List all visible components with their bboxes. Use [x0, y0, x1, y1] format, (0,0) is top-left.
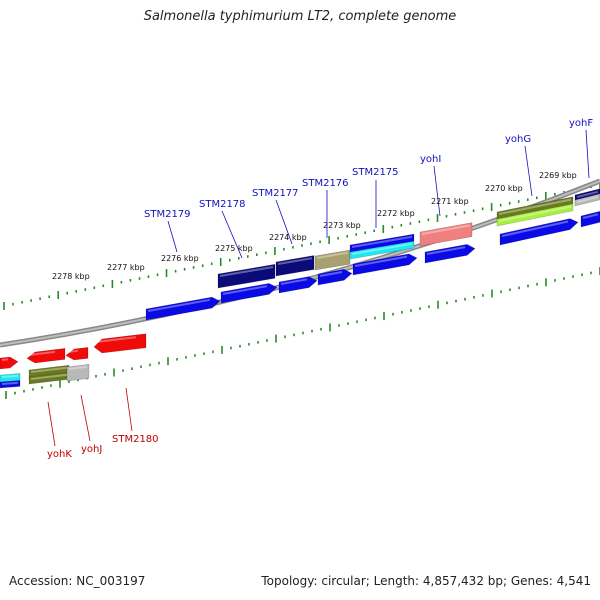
- genome-summary-text: Topology: circular; Length: 4,857,432 bp…: [261, 574, 591, 588]
- gene-label-yohk: yohK: [47, 449, 72, 460]
- kbp-label-2273: 2273 kbp: [323, 221, 361, 230]
- feature-yohk-bar-top-shine: [30, 366, 68, 373]
- gene-stm2178-arrow: [220, 283, 278, 304]
- kbp-label-2277: 2277 kbp: [107, 263, 145, 272]
- kbp-label-2272: 2272 kbp: [377, 209, 415, 218]
- top-leader-line: [167, 220, 178, 253]
- feature-yohf-bar-bottom: [574, 193, 600, 207]
- top-leader-line: [585, 129, 590, 179]
- feature-yohg-bar-top: [496, 196, 574, 221]
- gene-yohj-arrow-shine: [67, 349, 79, 353]
- feature-edge-bar: [0, 373, 21, 384]
- inner-tick-ring: [5, 267, 600, 399]
- outer-tick-ring: [3, 181, 600, 310]
- gene-stm2178-arrow-shine: [222, 285, 268, 295]
- gene-label-yohf: yohF: [569, 118, 593, 129]
- feature-stm2175-bar-top: [349, 233, 415, 254]
- gene-stm2175-arrow: [352, 253, 418, 276]
- gene-label-stm2179: STM2179: [144, 209, 191, 220]
- feature-stm2176-bar: [314, 249, 351, 271]
- gene-label-stm2176: STM2176: [302, 178, 349, 189]
- feature-yohf-bar-top-shine: [576, 190, 599, 198]
- feature-stm2178-bar-shine: [219, 266, 274, 277]
- kbp-label-2271: 2271 kbp: [431, 197, 469, 206]
- feature-stm2175-bar-bottom: [349, 240, 415, 260]
- feature-yohj-bar-shine: [68, 365, 88, 370]
- label-leader-lines: [47, 129, 590, 447]
- feature-yohg-bar-bottom: [496, 203, 574, 227]
- gene-label-yohg: yohG: [505, 134, 531, 145]
- gene-label-stm2178: STM2178: [199, 199, 246, 210]
- bottom-leader-line: [80, 394, 91, 442]
- feature-edge-bar-lower-shine: [1, 381, 19, 385]
- feature-yohg-bar-top-shine: [498, 198, 572, 215]
- feature-yohg-bar-bottom-shine: [498, 205, 572, 222]
- top-leader-line: [221, 210, 243, 259]
- gene-label-yohi: yohI: [420, 154, 441, 165]
- feature-stm2178-bar: [217, 263, 276, 289]
- feature-stm2176-bar-shine: [316, 251, 349, 259]
- feature-stm2177-bar: [275, 255, 315, 277]
- gene-yohg-arrow: [499, 218, 579, 246]
- gene-yohj-arrow: [65, 347, 89, 361]
- gene-yohk-edge-arrow: [0, 356, 19, 370]
- gene-yohk-edge-arrow-shine: [1, 358, 9, 361]
- gene-label-stm2175: STM2175: [352, 167, 399, 178]
- feature-yohj-bar: [66, 364, 90, 382]
- gene-yohf-arrow-shine: [582, 213, 599, 219]
- gene-stm2179-arrow-shine: [147, 298, 211, 312]
- feature-yohk-bar-bottom-shine: [30, 373, 68, 380]
- top-gene-labels: STM2179 STM2178 STM2177 STM2176 STM2175 …: [144, 118, 593, 220]
- feature-yohi-bar-shine: [421, 224, 471, 235]
- gene-features: [0, 188, 600, 389]
- gene-stm2175-arrow-shine: [354, 255, 408, 267]
- feature-yohi-bar: [419, 222, 473, 247]
- gene-label-stm2177: STM2177: [252, 188, 299, 199]
- feature-yohf-bar-bottom-shine: [576, 195, 599, 203]
- gene-yohi-arrow: [424, 244, 476, 264]
- gene-yohi-arrow-shine: [426, 246, 466, 255]
- kbp-label-2274: 2274 kbp: [269, 233, 307, 242]
- bottom-leader-line: [47, 401, 56, 447]
- gene-stm2176-arrow: [317, 268, 353, 286]
- gene-stm2176-arrow-shine: [319, 271, 343, 277]
- gene-stm2177-arrow: [278, 276, 318, 294]
- feature-edge-bar-shine: [1, 374, 19, 378]
- gene-yohk-arrow: [26, 348, 66, 364]
- gene-label-stm2180: STM2180: [112, 434, 159, 445]
- feature-stm2177-bar-shine: [277, 257, 313, 265]
- gene-stm2180-arrow: [93, 333, 147, 354]
- gene-label-yohj: yohJ: [81, 444, 102, 455]
- gene-yohf-arrow: [580, 210, 600, 228]
- kbp-label-2270: 2270 kbp: [485, 184, 523, 193]
- kbp-label-2269: 2269 kbp: [539, 171, 577, 180]
- gene-yohk-arrow-shine: [28, 350, 56, 356]
- feature-stm2175-bar-top-shine: [351, 235, 413, 248]
- top-leader-line: [433, 165, 441, 217]
- feature-stm2175-bar-bottom-shine: [351, 242, 413, 255]
- gene-yohg-arrow-shine: [501, 220, 569, 237]
- map-title: Salmonella typhimurium LT2, complete gen…: [143, 9, 457, 24]
- accession-text: Accession: NC_003197: [9, 574, 146, 588]
- top-leader-line: [275, 199, 293, 245]
- kbp-label-2275: 2275 kbp: [215, 244, 253, 253]
- bottom-leader-line: [125, 387, 133, 432]
- top-leader-line: [524, 145, 533, 197]
- kbp-label-2276: 2276 kbp: [161, 254, 199, 263]
- kbp-labels: 2278 kbp 2277 kbp 2276 kbp 2275 kbp 2274…: [52, 171, 577, 281]
- gene-stm2179-arrow: [145, 296, 221, 321]
- gene-stm2180-arrow-shine: [95, 336, 137, 343]
- feature-edge-bar-lower: [0, 380, 21, 389]
- gene-stm2177-arrow-shine: [280, 278, 308, 285]
- kbp-label-2278: 2278 kbp: [52, 272, 90, 281]
- bottom-gene-labels: yohK yohJ STM2180: [47, 434, 159, 460]
